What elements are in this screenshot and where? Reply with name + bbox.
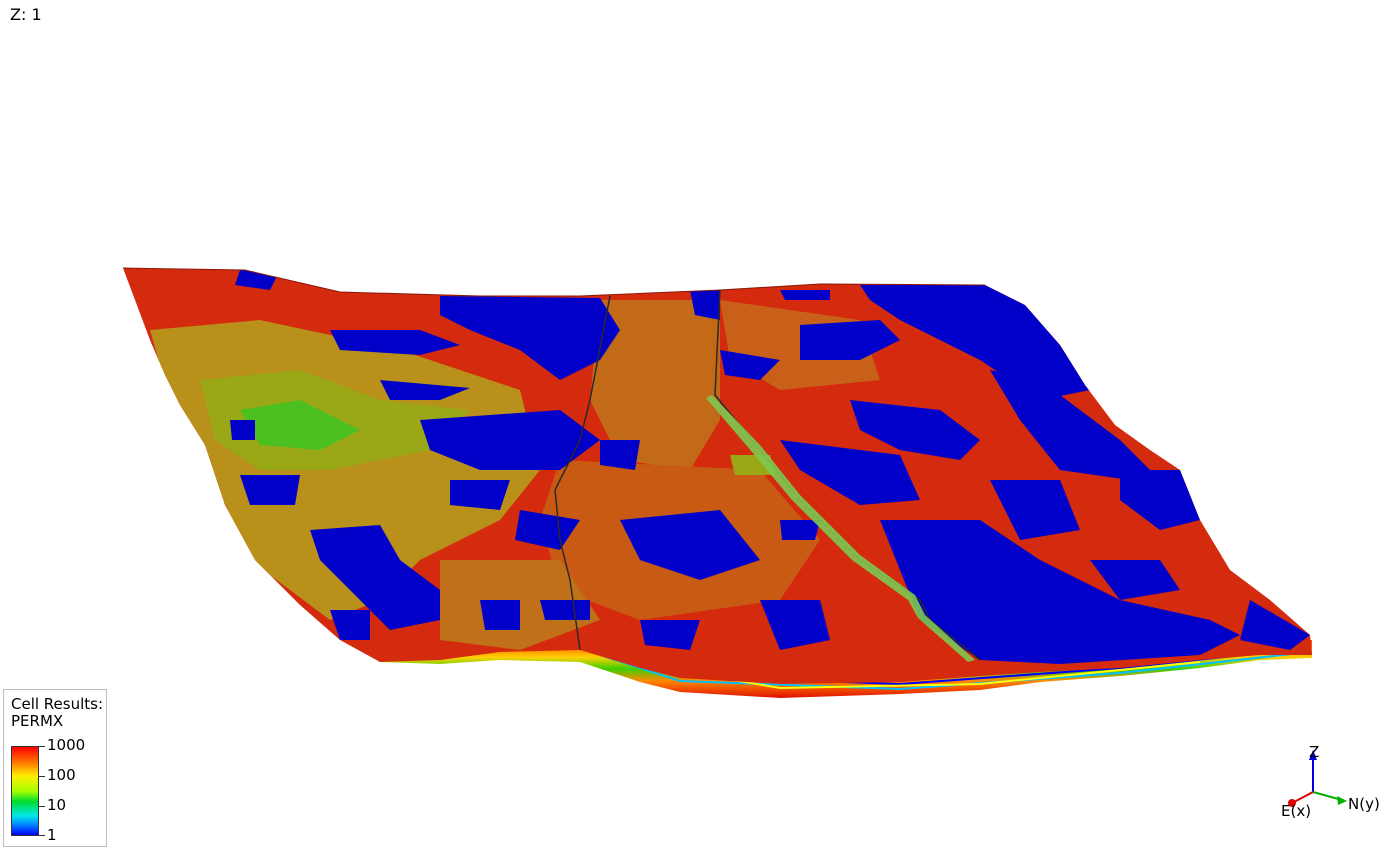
axis-x-label: E(x): [1281, 802, 1312, 820]
legend-tick: [39, 746, 45, 747]
legend-property: PERMX: [11, 712, 64, 730]
fault-strip: [706, 395, 975, 662]
legend-label-100: 100: [47, 766, 76, 784]
legend-color-bar: [11, 746, 39, 836]
legend-label-1: 1: [47, 826, 57, 844]
color-legend: Cell Results: PERMX 1000 100 10 1: [3, 689, 107, 847]
axis-z-label: Z: [1309, 743, 1320, 761]
axis-triad: Z N(y) E(x): [1270, 740, 1380, 820]
legend-tick: [39, 835, 45, 836]
reservoir-surface: [123, 268, 1312, 684]
legend-title: Cell Results:: [11, 695, 104, 713]
axis-triad-icon: [1288, 750, 1347, 807]
legend-tick: [39, 776, 45, 777]
legend-label-10: 10: [47, 796, 67, 814]
z-scale-label: Z: 1: [10, 5, 42, 24]
legend-label-1000: 1000: [47, 736, 86, 754]
axis-y-label: N(y): [1348, 795, 1380, 813]
legend-tick: [39, 806, 45, 807]
